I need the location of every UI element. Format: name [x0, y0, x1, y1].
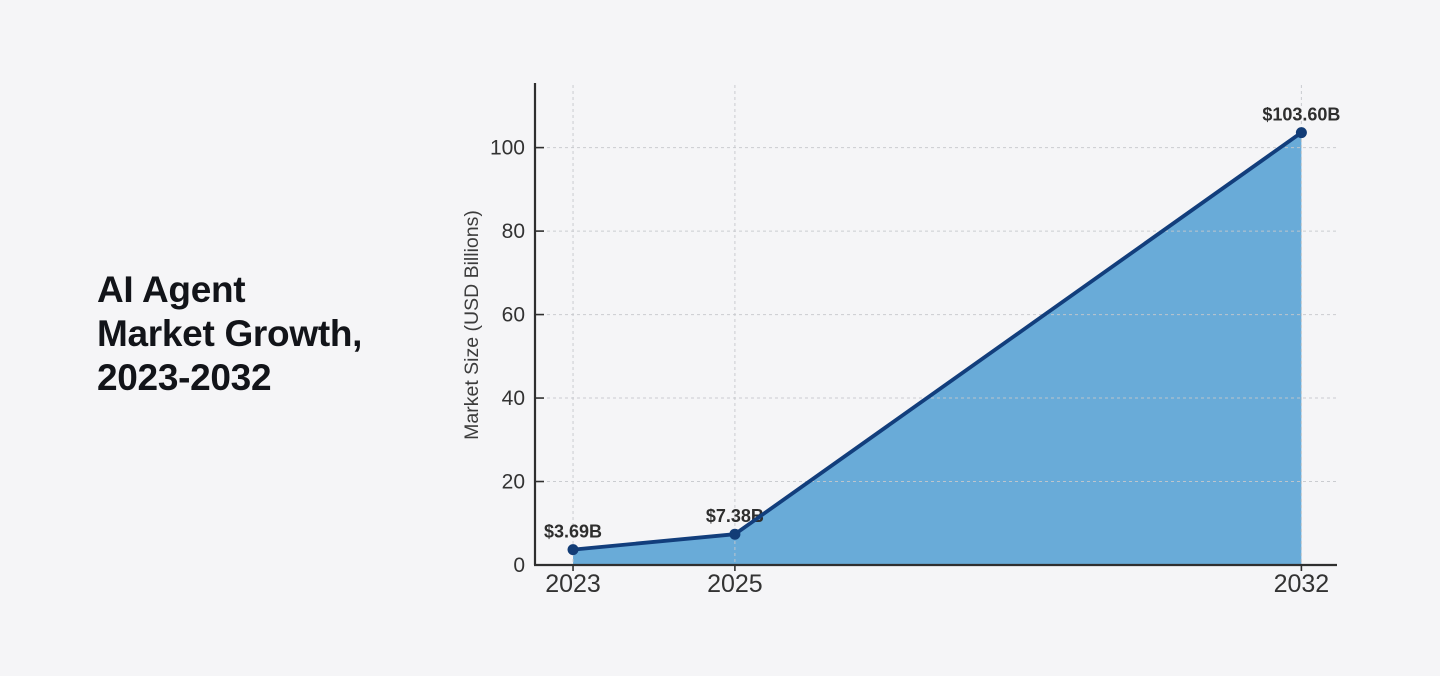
- data-point-marker: [729, 528, 741, 540]
- y-tick-label: 60: [502, 304, 525, 327]
- data-point-label: $7.38B: [706, 506, 764, 526]
- x-tick-label: 2025: [707, 570, 763, 598]
- y-tick-label: 100: [490, 137, 525, 160]
- y-axis-title: Market Size (USD Billions): [461, 210, 483, 440]
- x-tick-label: 2023: [545, 570, 601, 598]
- data-point-label: $103.60B: [1262, 105, 1340, 125]
- y-tick-label: 20: [502, 471, 525, 494]
- y-tick-label: 40: [502, 387, 525, 410]
- y-tick-label: 80: [502, 220, 525, 243]
- page-title: AI Agent Market Growth, 2023-2032: [97, 268, 362, 400]
- title-line-1: AI Agent: [97, 269, 246, 310]
- data-point-marker: [567, 544, 579, 556]
- title-line-3: 2023-2032: [97, 357, 272, 398]
- x-tick-label: 2032: [1274, 570, 1330, 598]
- y-tick-label: 0: [513, 554, 525, 577]
- data-point-marker: [1295, 127, 1307, 139]
- title-line-2: Market Growth,: [97, 313, 363, 354]
- data-point-label: $3.69B: [544, 522, 602, 542]
- area-fill: [573, 132, 1302, 565]
